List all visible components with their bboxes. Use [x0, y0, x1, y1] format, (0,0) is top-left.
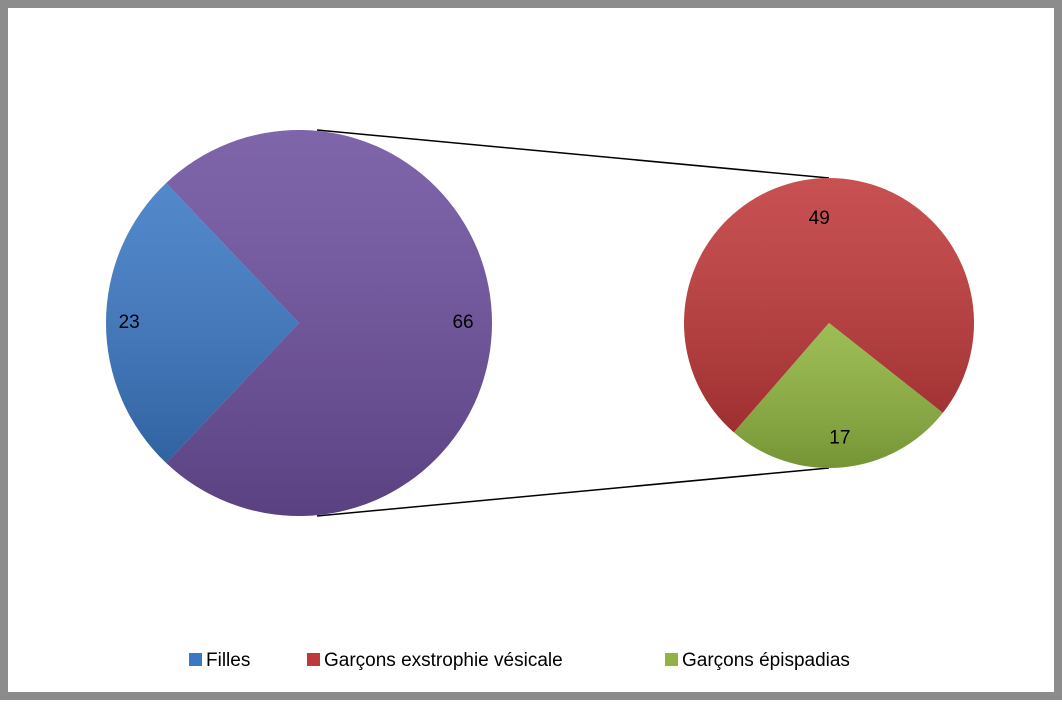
connector-line: [316, 467, 830, 517]
legend-label: Garçons exstrophie vésicale: [324, 650, 563, 671]
data-label: 17: [829, 428, 850, 449]
data-label: 23: [119, 312, 140, 333]
connector-line: [316, 129, 830, 179]
legend-swatch: [189, 653, 202, 666]
slice-shade: [106, 182, 299, 464]
data-label: 49: [809, 208, 830, 229]
slice-shade: [166, 130, 493, 516]
legend-label: Garçons épispadias: [682, 650, 850, 671]
legend-swatch: [665, 653, 678, 666]
legend-swatch: [307, 653, 320, 666]
slice-shade: [684, 178, 975, 433]
slice-shade: [733, 323, 943, 468]
data-label: 66: [452, 312, 473, 333]
legend-label: Filles: [206, 650, 250, 671]
